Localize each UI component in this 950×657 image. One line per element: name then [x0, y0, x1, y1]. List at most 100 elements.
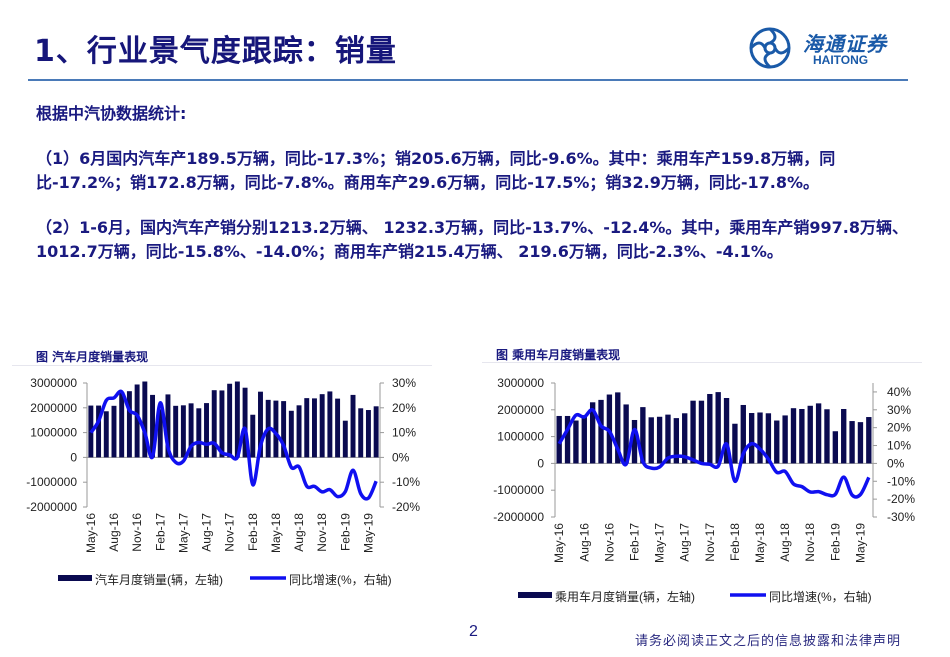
bar [573, 420, 579, 464]
haitong-logo: 海通证券 HAITONG [748, 26, 918, 70]
left-tick-label: 2000000 [30, 401, 77, 415]
right-tick-label: -10% [392, 475, 420, 489]
bar [631, 419, 638, 464]
bar [623, 404, 629, 464]
x-tick-label: May-19 [853, 523, 867, 563]
right-tick-label: -30% [887, 510, 915, 524]
bar [358, 408, 364, 458]
header-divider [28, 79, 908, 81]
bar [589, 402, 596, 464]
bar [782, 415, 788, 464]
bar [319, 394, 325, 458]
x-tick-label: Nov-18 [803, 523, 817, 562]
x-tick-label: Feb-18 [246, 513, 260, 551]
haitong-emblem-icon [749, 27, 791, 69]
x-tick-label: Nov-16 [602, 523, 616, 562]
bar [134, 384, 140, 458]
bar [857, 422, 864, 464]
bar [866, 417, 872, 464]
bar [774, 420, 780, 464]
left-tick-label: -1000000 [26, 475, 77, 489]
bar [204, 403, 209, 458]
left-tick-label: 2000000 [497, 403, 544, 417]
intro-line: 根据中汽协数据统计: [36, 104, 187, 123]
page-title: 1、行业景气度跟踪：销量 [34, 34, 397, 69]
x-tick-label: Aug-18 [292, 513, 306, 552]
bar [373, 406, 379, 458]
bar [211, 390, 217, 458]
bar [365, 410, 371, 458]
bar [188, 403, 194, 458]
legend-bar-swatch [518, 592, 552, 598]
left-tick-label: 0 [537, 456, 544, 470]
x-tick-label: Feb-19 [828, 523, 842, 561]
bar [311, 398, 317, 458]
x-tick-label: Feb-18 [728, 523, 742, 561]
disclaimer: 请务必阅读正文之后的信息披露和法律声明 [635, 634, 902, 649]
bar [281, 401, 287, 458]
left-tick-label: -1000000 [493, 483, 544, 497]
bar [581, 415, 587, 464]
x-tick-label: May-17 [653, 523, 667, 563]
left-tick-label: 1000000 [30, 426, 77, 440]
x-tick-label: May-18 [269, 513, 283, 553]
x-tick-label: Feb-17 [628, 523, 642, 561]
yoy-growth-line [89, 389, 378, 501]
right-tick-label: 0% [887, 456, 905, 470]
bar [707, 393, 713, 464]
right-tick-label: 40% [887, 385, 911, 399]
yoy-growth-line [557, 407, 871, 499]
bar [740, 404, 746, 464]
bar [765, 413, 772, 464]
x-tick-label: May-19 [361, 513, 375, 553]
left-tick-label: 0 [70, 450, 77, 464]
bar [656, 416, 663, 464]
bar [103, 411, 109, 458]
chart-2-divider [482, 362, 922, 363]
left-tick-label: 1000000 [497, 430, 544, 444]
logo-english: HAITONG [813, 53, 869, 67]
left-tick-label: -2000000 [493, 510, 544, 524]
bar [682, 413, 688, 464]
bar [690, 400, 696, 464]
bar [126, 391, 132, 458]
paragraph-june: （1）6月国内汽车产189.5万辆，同比-17.3%；销205.6万辆，同比-9… [36, 149, 836, 192]
x-tick-label: Feb-17 [153, 513, 167, 551]
page-number: 2 [469, 623, 478, 640]
right-tick-label: -10% [887, 474, 915, 488]
bar [273, 400, 279, 458]
legend-line-label: 同比增速(%，右轴) [289, 572, 392, 587]
bar [648, 417, 654, 464]
legend-bar-label: 乘用车月度销量(辆，左轴) [555, 589, 695, 604]
right-tick-label: 10% [392, 426, 416, 440]
bar [196, 408, 202, 458]
bar [96, 405, 102, 458]
bar [841, 408, 847, 464]
logo-chinese: 海通证券 [803, 32, 887, 56]
x-tick-label: Aug-17 [678, 523, 692, 562]
x-tick-label: Aug-16 [107, 513, 121, 552]
bar [615, 392, 621, 464]
left-tick-label: 3000000 [30, 376, 77, 390]
chart-2-title: 图 乘用车月度销量表现 [496, 348, 621, 362]
bar [250, 414, 256, 458]
summary-text: 根据中汽协数据统计: （1）6月国内汽车产189.5万辆，同比-17.3%；销2… [36, 102, 916, 264]
x-tick-label: Aug-16 [577, 523, 591, 562]
right-tick-label: -20% [392, 500, 420, 514]
x-tick-label: May-17 [176, 513, 190, 553]
right-tick-label: 30% [392, 376, 416, 390]
bar [673, 418, 680, 464]
right-tick-label: 20% [887, 421, 911, 435]
bar [119, 392, 125, 458]
bar [832, 431, 839, 464]
legend-bar-label: 汽车月度销量(辆，左轴) [95, 572, 223, 587]
right-tick-label: 0% [392, 450, 410, 464]
bar [258, 391, 263, 458]
bar [327, 391, 333, 458]
bar [849, 421, 855, 464]
bar [640, 407, 646, 464]
x-tick-label: Nov-17 [703, 523, 717, 562]
